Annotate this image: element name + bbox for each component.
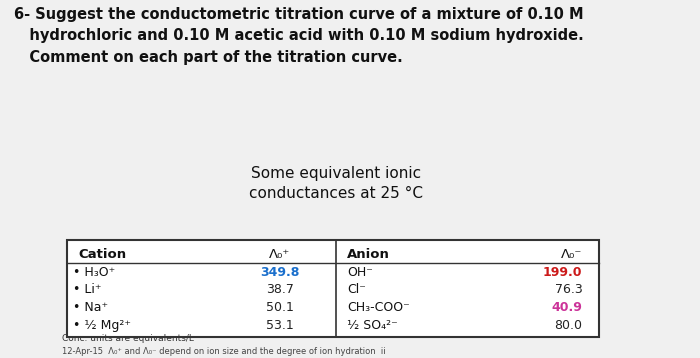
Text: 80.0: 80.0 xyxy=(554,319,582,332)
Text: ½ SO₄²⁻: ½ SO₄²⁻ xyxy=(347,319,398,332)
Text: • Li⁺: • Li⁺ xyxy=(73,284,102,296)
Text: 38.7: 38.7 xyxy=(266,284,294,296)
Text: 40.9: 40.9 xyxy=(552,301,582,314)
Text: • H₃O⁺: • H₃O⁺ xyxy=(73,266,115,279)
Text: Cation: Cation xyxy=(78,248,127,261)
Text: • ½ Mg²⁺: • ½ Mg²⁺ xyxy=(73,319,131,332)
Text: Anion: Anion xyxy=(347,248,390,261)
Text: Λ₀⁺: Λ₀⁺ xyxy=(270,248,290,261)
Text: Λ₀⁻: Λ₀⁻ xyxy=(561,248,582,261)
Text: 349.8: 349.8 xyxy=(260,266,300,279)
Text: 6- Suggest the conductometric titration curve of a mixture of 0.10 M
   hydrochl: 6- Suggest the conductometric titration … xyxy=(14,7,584,65)
Text: Some equivalent ionic
conductances at 25 °C: Some equivalent ionic conductances at 25… xyxy=(249,166,423,201)
Text: 76.3: 76.3 xyxy=(554,284,582,296)
Text: 12-Apr-15  Λ₀⁺ and Λ₀⁻ depend on ion size and the degree of ion hydration  ii: 12-Apr-15 Λ₀⁺ and Λ₀⁻ depend on ion size… xyxy=(62,347,385,356)
Text: 199.0: 199.0 xyxy=(543,266,582,279)
Bar xyxy=(67,240,599,337)
Text: 53.1: 53.1 xyxy=(266,319,294,332)
Text: 50.1: 50.1 xyxy=(266,301,294,314)
Text: • Na⁺: • Na⁺ xyxy=(73,301,108,314)
Text: Conc. units are equivalents/L: Conc. units are equivalents/L xyxy=(62,334,193,343)
Text: Cl⁻: Cl⁻ xyxy=(347,284,366,296)
Text: OH⁻: OH⁻ xyxy=(347,266,373,279)
Text: CH₃-COO⁻: CH₃-COO⁻ xyxy=(347,301,409,314)
